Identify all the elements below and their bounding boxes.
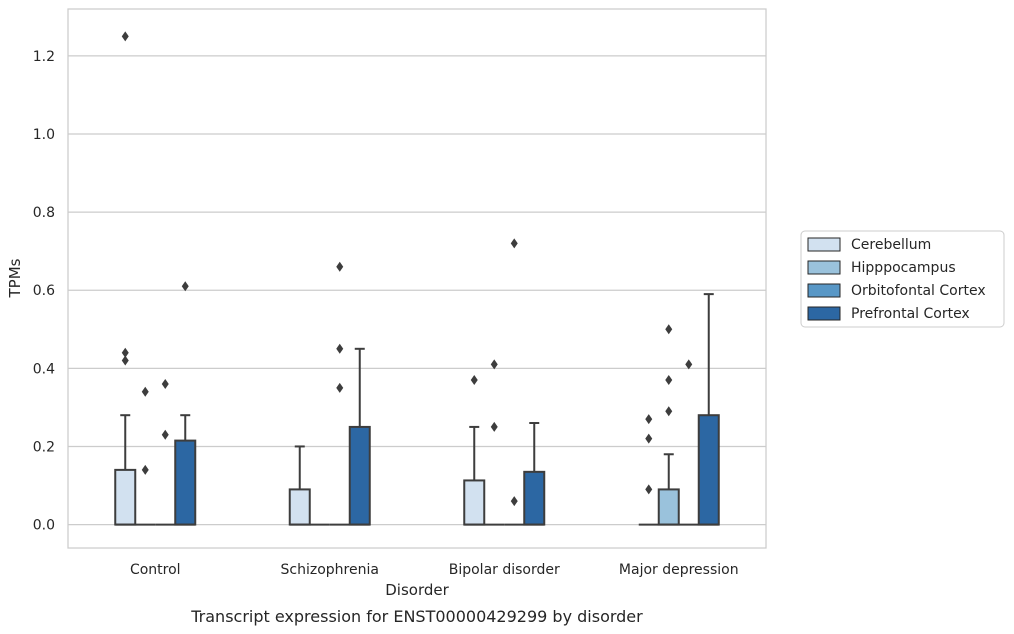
- box-1-3: [348, 347, 371, 526]
- outlier-point: [141, 386, 149, 397]
- box-3-0: [638, 414, 659, 526]
- box-2-0: [463, 375, 486, 526]
- legend-frame: [800, 230, 1005, 328]
- box: [523, 470, 546, 526]
- outlier-point: [510, 496, 518, 507]
- y-tick-label: 1.0: [33, 127, 55, 143]
- legend-label: Hipppocampus: [851, 260, 956, 276]
- box-0-1: [135, 386, 156, 526]
- legend-item: Hipppocampus: [807, 260, 956, 276]
- box-0-3: [174, 281, 197, 526]
- outlier-point: [121, 347, 129, 358]
- outlier-point: [141, 464, 149, 475]
- legend-swatch: [807, 237, 841, 252]
- y-tick-label: 0.2: [33, 439, 55, 455]
- outlier-point: [645, 433, 653, 444]
- outlier-point: [645, 414, 653, 425]
- y-tick-label: 0.6: [33, 283, 55, 299]
- y-tick-label: 0.4: [33, 361, 55, 377]
- legend-item: Cerebellum: [807, 237, 931, 253]
- box-2-2: [504, 238, 525, 526]
- y-tick-labels: 0.0 0.2 0.4 0.6 0.8 1.0 1.2: [33, 49, 55, 534]
- box-1-0: [288, 445, 311, 526]
- box-0-0: [114, 31, 137, 526]
- box-3-3: [697, 293, 720, 526]
- y-tick-label: 1.2: [33, 49, 55, 65]
- outlier-point: [336, 261, 344, 272]
- chart-caption: Transcript expression for ENST0000042929…: [190, 607, 643, 626]
- box-3-2: [678, 359, 699, 526]
- legend-label: Cerebellum: [851, 237, 931, 253]
- outlier-point: [336, 343, 344, 354]
- outlier-point: [490, 421, 498, 432]
- legend-swatch: [807, 260, 841, 275]
- legend-swatch: [807, 306, 841, 321]
- gridlines: [68, 55, 766, 526]
- outlier-point: [645, 484, 653, 495]
- legend-item: Orbitofontal Cortex: [807, 283, 986, 299]
- x-tick-label: Control: [130, 562, 181, 578]
- x-tick-label: Bipolar disorder: [449, 562, 560, 578]
- outlier-point: [510, 238, 518, 249]
- box: [174, 439, 197, 526]
- legend: Cerebellum Hipppocampus Orbitofontal Corte…: [800, 230, 1005, 328]
- outlier-point: [161, 378, 169, 389]
- box: [463, 479, 486, 526]
- x-tick-labels: Control Schizophrenia Bipolar disorder Majo…: [130, 562, 739, 578]
- outlier-point: [665, 324, 673, 335]
- legend-item: Prefrontal Cortex: [807, 306, 970, 322]
- x-tick-label: Schizophrenia: [281, 562, 379, 578]
- box-0-2: [155, 378, 176, 526]
- outlier-point: [685, 359, 693, 370]
- box: [288, 488, 311, 526]
- box-2-3: [523, 422, 546, 526]
- outlier-point: [470, 375, 478, 386]
- y-tick-label: 0.8: [33, 205, 55, 221]
- box-series: [114, 31, 720, 526]
- outlier-point: [161, 429, 169, 440]
- box-3-1: [657, 324, 680, 526]
- outlier-point: [121, 355, 129, 366]
- legend-label: Orbitofontal Cortex: [851, 283, 986, 299]
- outlier-point: [181, 281, 189, 292]
- y-axis-label: TPMs: [6, 258, 24, 298]
- plot-frame: [67, 8, 767, 549]
- y-tick-label: 0.0: [33, 518, 55, 534]
- box: [657, 488, 680, 526]
- box: [114, 468, 137, 526]
- box: [697, 414, 720, 526]
- x-axis-label: Disorder: [385, 581, 449, 599]
- x-tick-label: Major depression: [619, 562, 739, 578]
- outlier-point: [336, 382, 344, 393]
- legend-label: Prefrontal Cortex: [851, 306, 970, 322]
- box-1-2: [329, 261, 350, 526]
- outlier-point: [490, 359, 498, 370]
- box: [348, 425, 371, 526]
- box-2-1: [484, 359, 505, 526]
- outlier-point: [665, 375, 673, 386]
- outlier-point: [665, 406, 673, 417]
- outlier-point: [121, 31, 129, 42]
- legend-swatch: [807, 283, 841, 298]
